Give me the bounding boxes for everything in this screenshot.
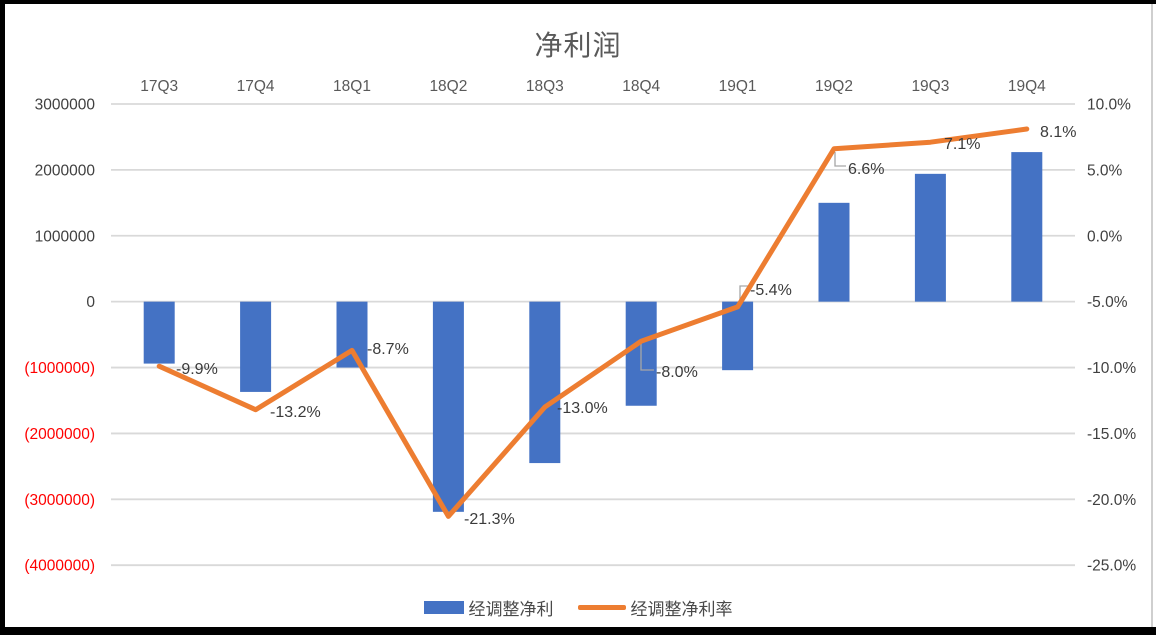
right-axis-tick-label: 10.0% — [1087, 97, 1131, 114]
chart-title: 净利润 — [534, 30, 622, 61]
bar-18Q2 — [432, 301, 464, 512]
bar-19Q2 — [818, 202, 850, 302]
x-axis-tick-label: 18Q3 — [526, 78, 564, 95]
left-axis-tick-label: (4000000) — [24, 558, 95, 575]
data-label-leader-line — [834, 152, 846, 167]
right-axis-tick-label: -5.0% — [1087, 294, 1128, 311]
left-axis-tick-label: (2000000) — [24, 426, 95, 443]
legend-bar-label: 经调整净利 — [468, 599, 554, 619]
left-axis-tick-label: (1000000) — [24, 360, 95, 377]
data-label-leader-line — [640, 343, 654, 371]
right-axis-tick-label: 0.0% — [1087, 228, 1123, 245]
bar-19Q3 — [914, 173, 946, 302]
bar-17Q4 — [240, 301, 272, 392]
line-adjusted-net-margin — [156, 126, 1030, 519]
right-axis-tick-label: -20.0% — [1087, 492, 1136, 509]
left-axis-tick-label: (3000000) — [24, 492, 95, 509]
x-axis-tick-label: 18Q1 — [333, 78, 371, 95]
x-axis-tick-label: 19Q2 — [815, 78, 853, 95]
left-axis-tick-label: 0 — [86, 294, 95, 311]
x-axis-tick-label: 17Q4 — [237, 78, 275, 95]
screenshot-border-bottom — [0, 627, 1156, 635]
x-axis-tick-label: 17Q3 — [140, 78, 178, 95]
x-axis-tick-label: 19Q3 — [911, 78, 949, 95]
data-label-19Q3: 7.1% — [944, 136, 980, 153]
screenshot-border-top — [0, 0, 1156, 4]
data-label-18Q1: -8.7% — [367, 341, 409, 358]
data-label-19Q4: 8.1% — [1040, 124, 1076, 141]
bar-17Q3 — [143, 301, 175, 364]
chart-legend: 经调整净利 经调整净利率 — [0, 594, 1156, 620]
data-label-18Q2: -21.3% — [464, 511, 515, 528]
x-axis-tick-label: 18Q4 — [622, 78, 660, 95]
legend-line-label: 经调整净利率 — [630, 599, 733, 619]
data-label-leader-line — [739, 285, 748, 304]
data-label-18Q4: -8.0% — [656, 364, 698, 381]
legend-line-swatch-icon — [577, 604, 626, 610]
left-axis-tick-label: 3000000 — [35, 97, 96, 114]
x-axis-tick-label: 19Q1 — [719, 78, 757, 95]
data-label-18Q3: -13.0% — [557, 400, 608, 417]
right-axis-tick-label: -10.0% — [1087, 360, 1136, 377]
left-axis-tick-label: 1000000 — [35, 228, 96, 245]
screenshot-border-left — [0, 0, 5, 635]
x-axis-tick-label: 19Q4 — [1008, 78, 1046, 95]
right-axis-tick-label: -15.0% — [1087, 426, 1136, 443]
legend-item-adjusted-net-profit: 经调整净利 — [423, 595, 554, 620]
legend-item-adjusted-net-margin: 经调整净利率 — [577, 595, 733, 620]
left-axis-tick-label: 2000000 — [35, 162, 96, 179]
bar-19Q4 — [1011, 152, 1043, 302]
bar-18Q3 — [529, 301, 561, 464]
screenshot-border-right — [1151, 4, 1153, 627]
data-label-19Q1: -5.4% — [750, 282, 792, 299]
data-label-19Q2: 6.6% — [848, 161, 884, 178]
right-axis-tick-label: -25.0% — [1087, 558, 1136, 575]
right-axis-tick-label: 5.0% — [1087, 162, 1123, 179]
legend-bar-swatch-icon — [423, 600, 464, 614]
data-label-17Q3: -9.9% — [176, 361, 218, 378]
x-axis-tick-label: 18Q2 — [429, 78, 467, 95]
data-label-17Q4: -13.2% — [270, 404, 321, 421]
